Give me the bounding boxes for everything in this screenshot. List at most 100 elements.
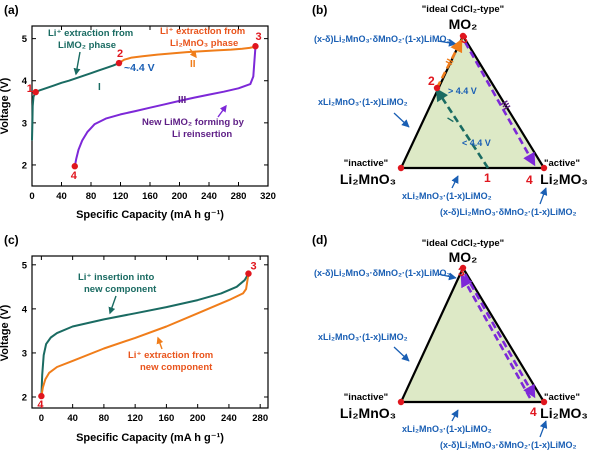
chart-a-xtick-label: 280 bbox=[231, 191, 247, 202]
chart-c-ylabel: Voltage (V) bbox=[0, 304, 11, 361]
chart-c-xtick-label: 200 bbox=[190, 413, 206, 424]
chart-c-point-label-3: 3 bbox=[250, 261, 256, 273]
chart-a-xlabel: Specific Capacity (mA h g⁻¹) bbox=[76, 209, 224, 221]
ternary-b-left-vertex: Li₂MnO₃ bbox=[340, 171, 396, 187]
ternary-d-top-vertex: MO₂ bbox=[449, 249, 478, 265]
ternary-b-lt-label: < 4.4 V bbox=[462, 138, 491, 148]
ternary-d-left-vertex: Li₂MnO₃ bbox=[340, 405, 396, 421]
ternary-d-label-bottom-right: (x-δ)Li₂MnO₃·δMnO₂·(1-x)LiMO₂ bbox=[440, 440, 577, 450]
ternary-d-arrow-top-left bbox=[437, 272, 457, 281]
ternary-d-point-label-4: 4 bbox=[530, 405, 537, 419]
panel-label-d: (d) bbox=[312, 233, 327, 247]
ternary-b-path-2 bbox=[435, 38, 463, 89]
chart-a-point-2 bbox=[115, 59, 123, 67]
chart-a-ylabel: Voltage (V) bbox=[0, 77, 11, 134]
chart-a-ytick-label: 3 bbox=[22, 118, 27, 129]
panel-label-a: (a) bbox=[4, 3, 19, 17]
chart-a-xtick-label: 240 bbox=[201, 191, 217, 202]
chart-a-ann-voltage: ~4.4 V bbox=[124, 62, 155, 74]
chart-c-ytick-label: 3 bbox=[22, 348, 27, 359]
chart-a-roman-2: II bbox=[190, 59, 196, 70]
chart-a-series-1 bbox=[31, 62, 120, 141]
chart-c-ann-extract-2: new component bbox=[140, 362, 213, 373]
chart-c-arrow-green bbox=[108, 295, 117, 315]
ternary-d-left-note: "inactive" bbox=[344, 392, 388, 403]
chart-c-ytick-label: 5 bbox=[22, 260, 28, 271]
chart-c-xtick-label: 0 bbox=[39, 413, 44, 424]
ternary-d-top-note: "ideal CdCl₂-type" bbox=[422, 238, 504, 249]
ternary-b-point-label-4: 4 bbox=[526, 173, 533, 187]
ternary-d-path-up bbox=[460, 273, 532, 399]
ternary-b-triangle bbox=[399, 33, 546, 170]
chart-c-ann-insert-1: Li⁺ insertion into bbox=[78, 272, 154, 283]
chart-a-point-label-3: 3 bbox=[255, 31, 261, 43]
ternary-b-right-note: "active" bbox=[544, 158, 580, 169]
panel-label-b: (b) bbox=[312, 3, 327, 17]
chart-a-point-3 bbox=[252, 43, 259, 50]
chart-a-arrow-orange bbox=[189, 48, 197, 59]
ternary-b-label-mid-left: xLi₂MnO₃·(1-x)LiMO₂ bbox=[318, 97, 408, 107]
ternary-b-arrow-bottom-mid bbox=[451, 175, 459, 189]
chart-a-roman-3: III bbox=[178, 95, 187, 106]
chart-a-xtick-label: 160 bbox=[142, 191, 158, 202]
chart-a-xtick-label: 40 bbox=[56, 191, 67, 202]
chart-a-point-label-4: 4 bbox=[71, 170, 78, 182]
chart-a-ann-liextract-li2mno3-2: Li₂MnO₃ phase bbox=[170, 38, 238, 49]
chart-c-xtick-label: 280 bbox=[252, 413, 268, 424]
chart-c-xtick-label: 120 bbox=[127, 413, 143, 424]
chart-a-arrow-purple bbox=[217, 104, 227, 118]
chart-a-series-3 bbox=[73, 45, 257, 168]
chart-a-ann-newlimo2-2: Li reinsertion bbox=[172, 129, 232, 140]
chart-a-roman-1: I bbox=[98, 82, 101, 93]
chart-c-xtick-label: 240 bbox=[221, 413, 237, 424]
chart-c-ytick-label: 4 bbox=[22, 304, 28, 315]
chart-c-point-label-4: 4 bbox=[37, 399, 44, 411]
chart-c-series-2 bbox=[40, 272, 250, 398]
chart-c-ann-extract-1: Li⁺ extraction from bbox=[128, 350, 213, 361]
chart-c-series-1 bbox=[40, 272, 250, 398]
ternary-d-label-top-left: (x-δ)Li₂MnO₃·δMnO₂·(1-x)LiMO₂ bbox=[314, 268, 451, 278]
ternary-b-point-right bbox=[540, 164, 548, 172]
ternary-b-path-3 bbox=[463, 41, 536, 167]
ternary-d-arrow-bottom-mid bbox=[451, 409, 459, 422]
ternary-b-label-top-left: (x-δ)Li₂MnO₃·δMnO₂·(1-x)LiMO₂ bbox=[314, 34, 451, 44]
chart-a-arrow-green bbox=[73, 51, 81, 76]
ternary-b-roman-1: I bbox=[446, 116, 457, 124]
ternary-b-point-2 bbox=[433, 84, 441, 92]
chart-a-xtick-label: 120 bbox=[113, 191, 129, 202]
ternary-d-point-3 bbox=[459, 264, 467, 272]
ternary-d-right-vertex: Li₂MO₃ bbox=[540, 405, 588, 421]
chart-a-point-4 bbox=[71, 163, 78, 170]
ternary-d-arrow-mid-left bbox=[393, 346, 410, 362]
ternary-d-point-right bbox=[540, 398, 548, 406]
ternary-b-arrow-bottom-right bbox=[539, 187, 548, 205]
chart-a-ann-liextract-limo2-1: Li⁺ extraction from bbox=[48, 28, 133, 39]
chart-a-xtick-label: 80 bbox=[86, 191, 97, 202]
chart-a-point-label-1: 1 bbox=[27, 83, 33, 95]
chart-c-xtick-label: 80 bbox=[99, 413, 110, 424]
chart-a-ytick-label: 4 bbox=[22, 76, 28, 87]
ternary-b-point-label-2: 2 bbox=[428, 74, 435, 88]
ternary-b-top-note: "ideal CdCl₂-type" bbox=[422, 4, 504, 15]
chart-c-point-4 bbox=[38, 392, 45, 400]
ternary-b-top-vertex: MO₂ bbox=[449, 16, 478, 32]
ternary-b: "ideal CdCl₂-type" MO₂ "inactive" Li₂MnO… bbox=[314, 4, 588, 217]
chart-c-xtick-label: 160 bbox=[158, 413, 174, 424]
ternary-d-label-bottom-mid: xLi₂MnO₃·(1-x)LiMO₂ bbox=[402, 424, 492, 434]
ternary-d-triangle bbox=[399, 265, 546, 404]
chart-c-frame bbox=[31, 255, 269, 409]
ternary-d: "ideal CdCl₂-type" MO₂ "inactive" Li₂MnO… bbox=[314, 238, 588, 450]
ternary-b-gt-label: > 4.4 V bbox=[448, 86, 477, 96]
ternary-b-path-1 bbox=[435, 87, 490, 169]
ternary-b-point-label-3: 3 bbox=[461, 32, 468, 46]
chart-a-ytick-label: 5 bbox=[22, 34, 28, 45]
chart-a-ticks: 0 40 80 120 160 200 240 280 320 2 3 4 5 bbox=[22, 26, 276, 202]
ternary-b-label-bottom-mid: xLi₂MnO₃·(1-x)LiMO₂ bbox=[402, 191, 492, 201]
ternary-b-right-vertex: Li₂MO₃ bbox=[540, 171, 588, 187]
chart-c-ytick-label: 2 bbox=[22, 392, 27, 403]
chart-c-point-3 bbox=[245, 270, 252, 277]
chart-a-xtick-label: 320 bbox=[260, 191, 276, 202]
ternary-b-arrow-mid-left bbox=[393, 112, 410, 128]
